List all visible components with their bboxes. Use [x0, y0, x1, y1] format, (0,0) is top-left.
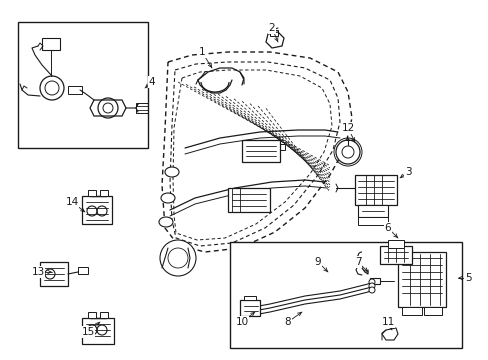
Bar	[18, 22, 148, 148]
Circle shape	[335, 140, 359, 164]
Bar	[82, 196, 112, 224]
Text: 12: 12	[341, 123, 354, 133]
Bar	[423, 307, 441, 315]
Bar	[354, 175, 396, 205]
Bar	[269, 30, 278, 36]
Text: 5: 5	[464, 273, 470, 283]
Text: 14: 14	[65, 197, 79, 207]
Bar	[100, 312, 108, 318]
Text: 8: 8	[284, 317, 291, 327]
Bar	[40, 262, 68, 286]
Circle shape	[368, 279, 374, 285]
Bar	[82, 318, 114, 344]
Text: 6: 6	[384, 223, 390, 233]
Text: 7: 7	[354, 257, 361, 267]
Bar	[88, 190, 96, 196]
Text: 10: 10	[235, 317, 248, 327]
Bar	[357, 205, 387, 217]
Text: 9: 9	[314, 257, 321, 267]
Bar	[379, 246, 411, 264]
Bar	[357, 217, 387, 225]
Bar	[78, 267, 88, 274]
Bar	[397, 252, 445, 307]
Bar	[88, 312, 96, 318]
Ellipse shape	[164, 167, 179, 177]
Text: 3: 3	[404, 167, 410, 177]
Ellipse shape	[159, 217, 173, 227]
Text: 11: 11	[381, 317, 394, 327]
Bar	[242, 140, 280, 162]
Text: 15: 15	[81, 327, 95, 337]
Bar	[401, 307, 421, 315]
Ellipse shape	[161, 193, 175, 203]
Circle shape	[368, 283, 374, 289]
Bar	[68, 86, 82, 94]
Bar	[369, 278, 379, 284]
Circle shape	[160, 240, 196, 276]
Text: 4: 4	[148, 77, 155, 87]
Bar	[42, 38, 60, 50]
Polygon shape	[381, 328, 397, 340]
Text: 2: 2	[268, 23, 275, 33]
Bar	[244, 296, 256, 300]
Bar	[227, 188, 269, 212]
Circle shape	[368, 287, 374, 293]
Bar	[229, 242, 461, 348]
Bar	[136, 103, 148, 113]
Bar	[100, 190, 108, 196]
Text: 13: 13	[31, 267, 44, 277]
Bar	[387, 240, 403, 248]
Text: 1: 1	[198, 47, 205, 57]
Bar	[240, 300, 260, 316]
